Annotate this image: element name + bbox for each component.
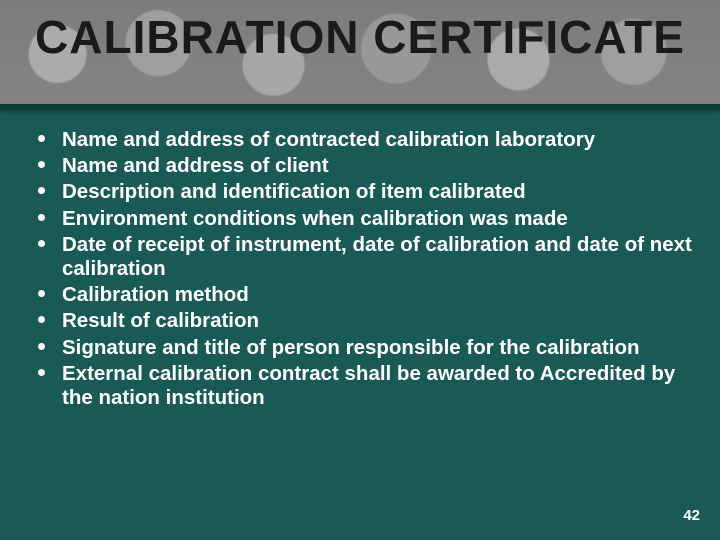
list-item-text: Name and address of client (62, 154, 329, 177)
bullet-icon (38, 343, 45, 350)
bullet-icon (38, 214, 45, 221)
list-item: External calibration contract shall be a… (34, 362, 696, 410)
list-item: Calibration method (34, 283, 696, 307)
bullet-icon (38, 316, 45, 323)
bullet-icon (38, 161, 45, 168)
slide-title: CALIBRATION CERTIFICATE (0, 10, 720, 64)
list-item: Name and address of contracted calibrati… (34, 128, 696, 152)
content-area: Name and address of contracted calibrati… (34, 128, 696, 412)
bullet-icon (38, 290, 45, 297)
slide: CALIBRATION CERTIFICATE Name and address… (0, 0, 720, 540)
list-item-text: Result of calibration (62, 309, 259, 332)
list-item-text: Signature and title of person responsibl… (62, 336, 640, 359)
list-item: Result of calibration (34, 309, 696, 333)
bullet-icon (38, 135, 45, 142)
list-item: Name and address of client (34, 154, 696, 178)
header-band: CALIBRATION CERTIFICATE (0, 0, 720, 108)
list-item-text: Name and address of contracted calibrati… (62, 128, 595, 151)
list-item: Environment conditions when calibration … (34, 207, 696, 231)
list-item-text: External calibration contract shall be a… (62, 362, 675, 409)
list-item-text: Calibration method (62, 283, 249, 306)
bullet-icon (38, 240, 45, 247)
header-divider (0, 104, 720, 110)
bullet-list: Name and address of contracted calibrati… (34, 128, 696, 410)
list-item: Date of receipt of instrument, date of c… (34, 233, 696, 281)
list-item-text: Description and identification of item c… (62, 180, 526, 203)
list-item: Signature and title of person responsibl… (34, 336, 696, 360)
page-number: 42 (683, 507, 700, 524)
list-item-text: Environment conditions when calibration … (62, 207, 568, 230)
bullet-icon (38, 187, 45, 194)
bullet-icon (38, 369, 45, 376)
list-item-text: Date of receipt of instrument, date of c… (62, 233, 692, 280)
list-item: Description and identification of item c… (34, 180, 696, 204)
